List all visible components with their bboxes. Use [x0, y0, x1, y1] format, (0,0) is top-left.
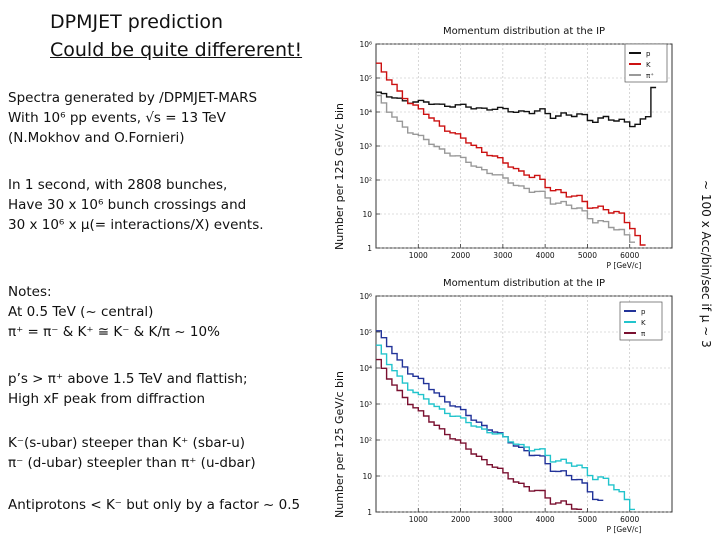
- series-line: [376, 62, 646, 246]
- series-line: [376, 358, 583, 510]
- x-tick-label: 2000: [451, 251, 470, 260]
- text-line: High xF peak from diffraction: [8, 391, 206, 407]
- y-tick-label: 10⁴: [359, 108, 372, 117]
- x-axis-label: P [GeV/c]: [607, 261, 642, 270]
- x-tick-label: 5000: [578, 251, 597, 260]
- legend-label: π⁺: [646, 72, 654, 80]
- antiprotons-paragraph: Antiprotons < K⁻ but only by a factor ~ …: [8, 495, 300, 515]
- x-tick-label: 2000: [451, 515, 470, 524]
- protons-paragraph: p’s > π⁺ above 1.5 TeV and flattish; Hig…: [8, 369, 248, 409]
- chart-title: Momentum distribution at the IP: [443, 278, 605, 289]
- series-line: [376, 344, 635, 511]
- y-tick-label: 10³: [359, 142, 372, 151]
- y-tick-label: 10³: [359, 400, 372, 409]
- x-tick-label: 1000: [409, 251, 428, 260]
- right-side-label: ~ 100 x Acc/bin/sec if μ ~ 3: [699, 180, 713, 348]
- text-line: Spectra generated by /DPMJET-MARS: [8, 90, 258, 106]
- legend-label: K: [646, 61, 651, 69]
- y-tick-label: 10²: [359, 436, 372, 445]
- x-tick-label: 5000: [578, 515, 597, 524]
- y-tick-label: 10⁵: [359, 328, 372, 337]
- y-tick-label: 10: [362, 472, 372, 481]
- text-line: At 0.5 TeV (~ central): [8, 304, 154, 320]
- series-line: [376, 86, 657, 128]
- text-line: π⁺ = π⁻ & K⁺ ≅ K⁻ & K/π ~ 10%: [8, 324, 220, 340]
- text-line: (N.Mokhov and O.Fornieri): [8, 130, 185, 146]
- text-line: π⁻ (d-ubar) steepler than π⁺ (u-dbar): [8, 455, 256, 471]
- y-axis-label-bottom: Number per 125 GeV/c bin: [333, 370, 346, 518]
- text-line: K⁻(s-ubar) steeper than K⁺ (sbar-u): [8, 435, 246, 451]
- notes-paragraph: Notes: At 0.5 TeV (~ central) π⁺ = π⁻ & …: [8, 282, 220, 342]
- bunch-paragraph: In 1 second, with 2808 bunches, Have 30 …: [8, 175, 264, 235]
- x-tick-label: 4000: [536, 251, 555, 260]
- x-tick-label: 6000: [620, 251, 639, 260]
- x-tick-label: 6000: [620, 515, 639, 524]
- chart-top: Momentum distribution at the IP 1000 2000 3…: [359, 26, 673, 270]
- chart-title: Momentum distribution at the IP: [443, 26, 605, 37]
- text-line: Notes:: [8, 284, 52, 300]
- legend-label: K: [641, 319, 646, 327]
- text-line: With 10⁶ pp events, √s = 13 TeV: [8, 110, 226, 126]
- legend: pKπ: [619, 301, 663, 341]
- title-line-1: DPMJET prediction: [50, 11, 224, 33]
- title-line-2: Could be quite differerent!: [50, 39, 303, 61]
- x-tick-label: 1000: [409, 515, 428, 524]
- slide-title: DPMJET prediction Could be quite differe…: [50, 8, 302, 64]
- series-line: [376, 330, 604, 501]
- text-line: p’s > π⁺ above 1.5 TeV and flattish;: [8, 371, 248, 387]
- y-tick-label: 10⁶: [359, 292, 372, 301]
- text-line: 30 x 10⁶ x μ(= interactions/X) events.: [8, 217, 264, 233]
- y-tick-label: 1: [367, 244, 372, 253]
- x-tick-label: 4000: [536, 515, 555, 524]
- legend: pKπ⁺: [624, 43, 668, 83]
- legend-label: p: [641, 308, 646, 316]
- kaons-paragraph: K⁻(s-ubar) steeper than K⁺ (sbar-u) π⁻ (…: [8, 433, 256, 473]
- spectra-paragraph: Spectra generated by /DPMJET-MARS With 1…: [8, 88, 257, 148]
- text-line: In 1 second, with 2808 bunches,: [8, 177, 228, 193]
- y-axis-label-top: Number per 125 GeV/c bin: [333, 102, 346, 250]
- y-tick-label: 1: [367, 508, 372, 517]
- chart-bottom: Momentum distribution at the IP 1000 2000 3…: [359, 278, 673, 534]
- y-tick-label: 10⁵: [359, 74, 372, 83]
- y-tick-label: 10⁶: [359, 40, 372, 49]
- text-line: Have 30 x 10⁶ bunch crossings and: [8, 197, 247, 213]
- x-tick-label: 3000: [493, 251, 512, 260]
- y-tick-label: 10: [362, 210, 372, 219]
- text-line: Antiprotons < K⁻ but only by a factor ~ …: [8, 497, 301, 513]
- y-tick-label: 10⁴: [359, 364, 372, 373]
- x-tick-label: 3000: [493, 515, 512, 524]
- y-tick-label: 10²: [359, 176, 372, 185]
- legend-label: p: [646, 50, 651, 58]
- x-axis-label: P [GeV/c]: [607, 525, 642, 534]
- series-line: [376, 94, 635, 243]
- legend-label: π: [641, 330, 646, 338]
